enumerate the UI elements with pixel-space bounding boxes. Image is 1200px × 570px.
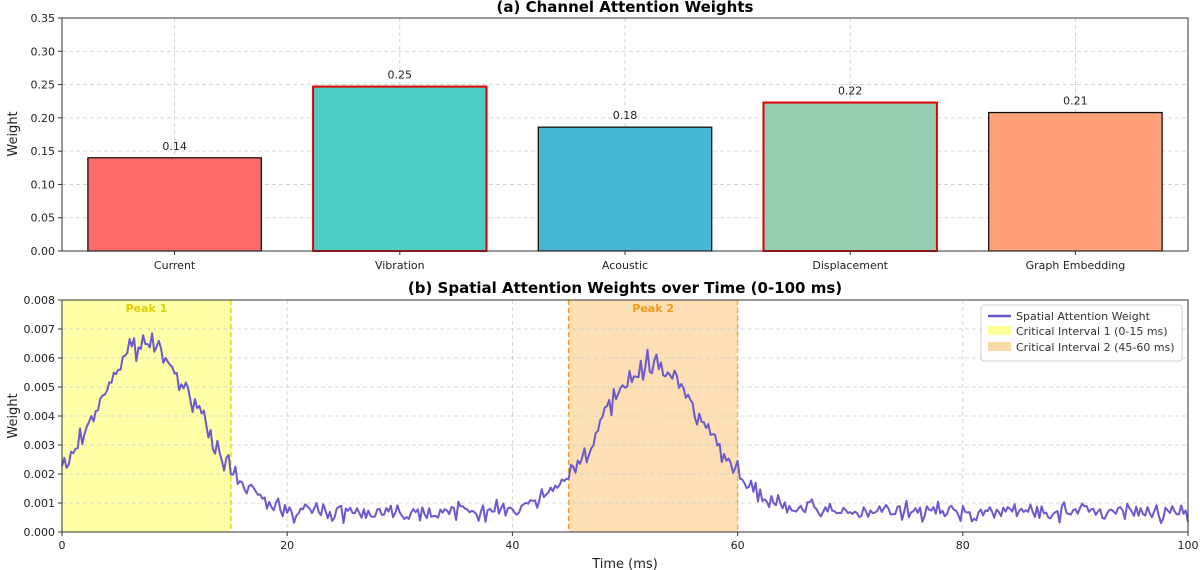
chart-a-value-label: 0.22 <box>838 85 863 98</box>
chart-a-bar-vibration <box>312 85 488 252</box>
chart-b-xtick-label: 20 <box>280 539 294 552</box>
chart-a-title: (a) Channel Attention Weights <box>497 0 754 16</box>
chart-a-ytick-label: 0.05 <box>31 212 56 225</box>
chart-b-plot-frame <box>61 299 1189 533</box>
legend-swatch-interval-1 <box>988 326 1011 335</box>
chart-b-xlabel: Time (ms) <box>591 557 658 570</box>
chart-b-xtick-label: 80 <box>956 539 970 552</box>
chart-a-bar-acoustic <box>537 126 713 252</box>
chart-a-value-label: 0.18 <box>613 109 638 122</box>
chart-a-ytick-label: 0.35 <box>31 12 56 25</box>
chart-a-bar-current <box>87 157 262 252</box>
chart-b-peak-2-label: Peak 2 <box>632 302 674 315</box>
chart-a-xtick-label: Displacement <box>812 259 888 272</box>
legend-label-series: Spatial Attention Weight <box>1016 310 1151 323</box>
chart-a-ylabel: Weight <box>6 111 21 156</box>
chart-a-xtick-label: Graph Embedding <box>1026 259 1126 272</box>
chart-b-ytick-label: 0.001 <box>24 497 56 510</box>
chart-b-legend: Spatial Attention Weight Critical Interv… <box>980 304 1183 362</box>
chart-a-value-label: 0.21 <box>1063 95 1088 108</box>
legend-frame <box>980 304 1183 362</box>
chart-a-bar-displacement <box>762 101 938 252</box>
chart-a-value-label: 0.14 <box>162 140 187 153</box>
chart-b-ytick-label: 0.004 <box>24 410 56 423</box>
chart-a-xtick-label: Current <box>154 259 196 272</box>
chart-b-ytick-label: 0.003 <box>24 439 56 452</box>
chart-b-ytick-label: 0.006 <box>24 352 56 365</box>
legend-swatch-interval-2 <box>988 342 1011 351</box>
chart-a-xtick-label: Vibration <box>375 259 425 272</box>
chart-b-ytick-label: 0.005 <box>24 381 56 394</box>
chart-a-ytick-label: 0.00 <box>31 245 56 258</box>
legend-label-interval-1: Critical Interval 1 (0-15 ms) <box>1016 325 1168 338</box>
legend-label-interval-2: Critical Interval 2 (45-60 ms) <box>1016 341 1175 354</box>
chart-a-bar-graph-embedding <box>988 111 1163 252</box>
chart-a-ytick-label: 0.30 <box>31 45 56 58</box>
chart-a-ytick-label: 0.15 <box>31 145 56 158</box>
chart-b-title: (b) Spatial Attention Weights over Time … <box>408 279 842 297</box>
chart-b-ytick-label: 0.007 <box>24 323 56 336</box>
chart-a-ytick-label: 0.25 <box>31 79 56 92</box>
chart-b-ylabel: Weight <box>6 393 21 438</box>
chart-b-peak-1-label: Peak 1 <box>126 302 168 315</box>
chart-b-series-spatial-attention <box>61 332 1189 525</box>
chart-b-ytick-label: 0.002 <box>24 468 56 481</box>
chart-a-value-label: 0.25 <box>388 69 413 82</box>
chart-b-ytick-label: 0.008 <box>24 294 56 307</box>
chart-a-xtick-label: Acoustic <box>602 259 648 272</box>
chart-b-ytick-label: 0.000 <box>24 526 56 539</box>
chart-b-xtick-label: 100 <box>1178 539 1199 552</box>
chart-a-plot-frame <box>61 17 1189 252</box>
chart-b-xtick-label: 40 <box>505 539 519 552</box>
chart-a-ytick-label: 0.20 <box>31 112 56 125</box>
chart-b-xtick-label: 0 <box>59 539 66 552</box>
chart-a-ytick-label: 0.10 <box>31 178 56 191</box>
chart-b-xtick-label: 60 <box>731 539 745 552</box>
